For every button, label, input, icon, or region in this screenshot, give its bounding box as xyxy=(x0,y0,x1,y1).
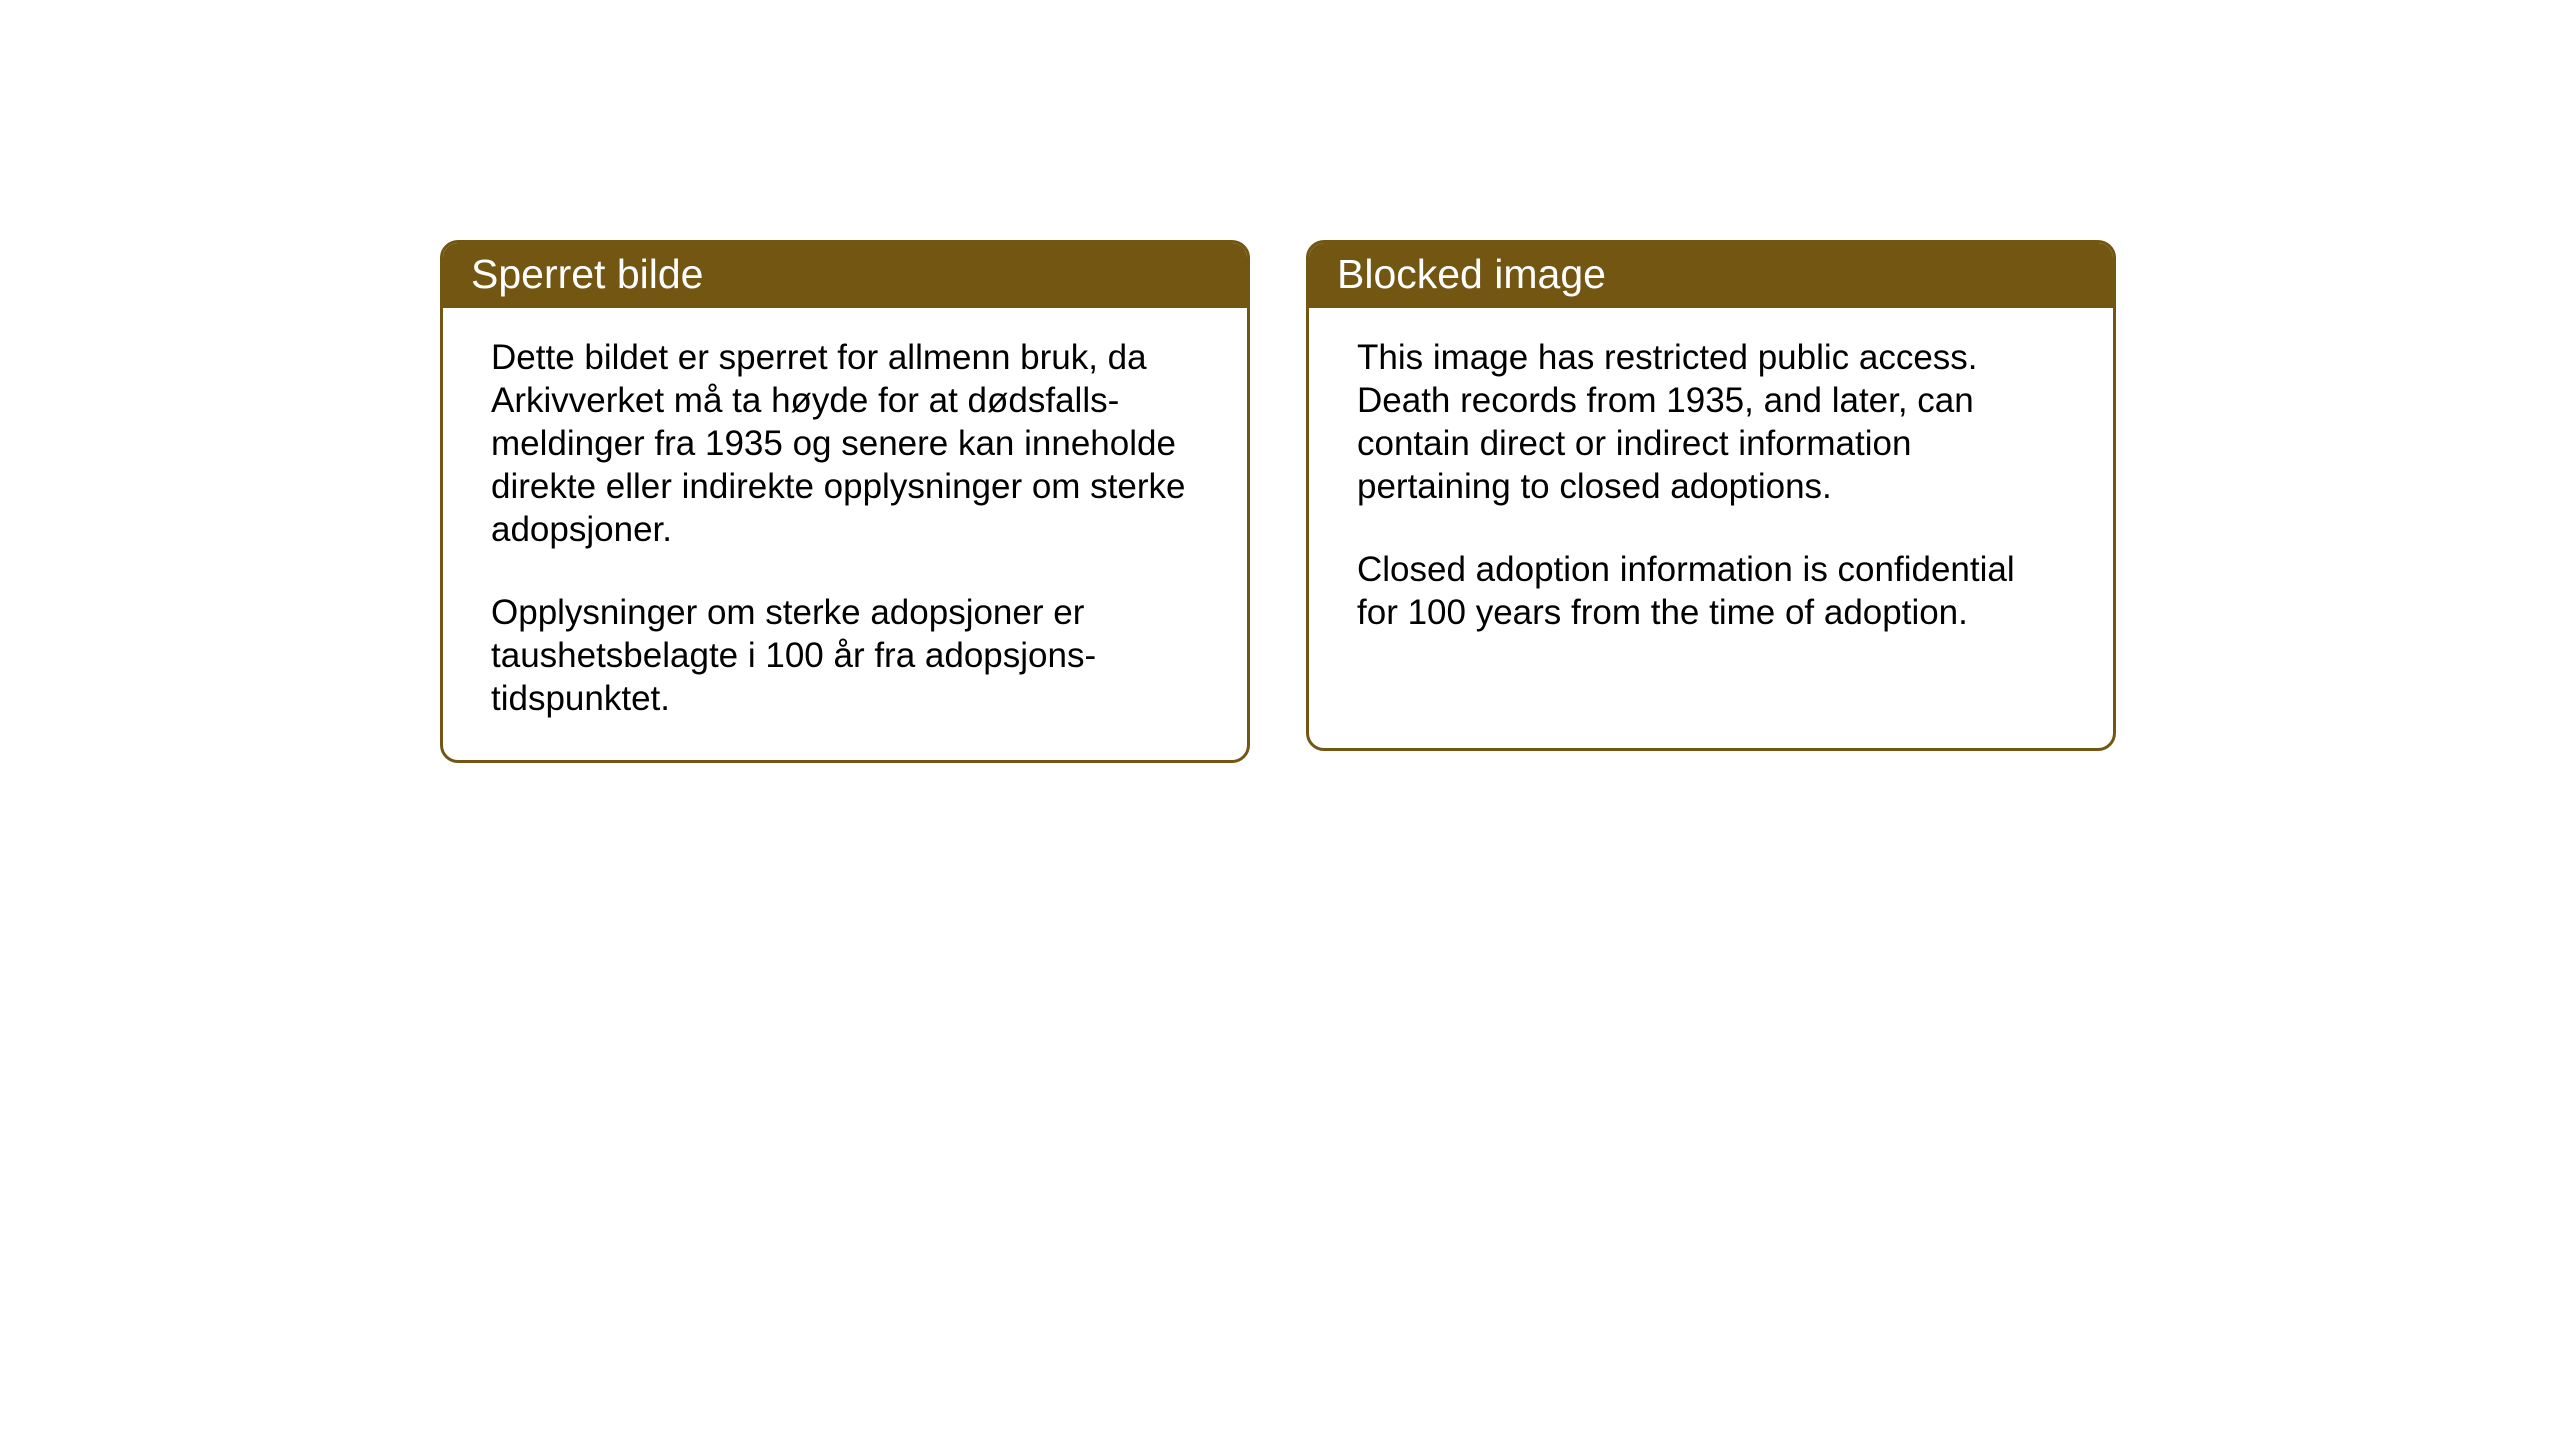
card-body: This image has restricted public access.… xyxy=(1309,308,2113,748)
card-title: Sperret bilde xyxy=(471,251,703,297)
card-header: Blocked image xyxy=(1309,243,2113,308)
card-title: Blocked image xyxy=(1337,251,1606,297)
card-paragraph: Dette bildet er sperret for allmenn bruk… xyxy=(491,336,1199,551)
card-paragraph: This image has restricted public access.… xyxy=(1357,336,2065,508)
card-paragraph: Closed adoption information is confident… xyxy=(1357,548,2065,634)
notice-cards-container: Sperret bilde Dette bildet er sperret fo… xyxy=(440,240,2120,763)
notice-card-english: Blocked image This image has restricted … xyxy=(1306,240,2116,751)
card-body: Dette bildet er sperret for allmenn bruk… xyxy=(443,308,1247,760)
notice-card-norwegian: Sperret bilde Dette bildet er sperret fo… xyxy=(440,240,1250,763)
card-paragraph: Opplysninger om sterke adopsjoner er tau… xyxy=(491,591,1199,720)
card-header: Sperret bilde xyxy=(443,243,1247,308)
